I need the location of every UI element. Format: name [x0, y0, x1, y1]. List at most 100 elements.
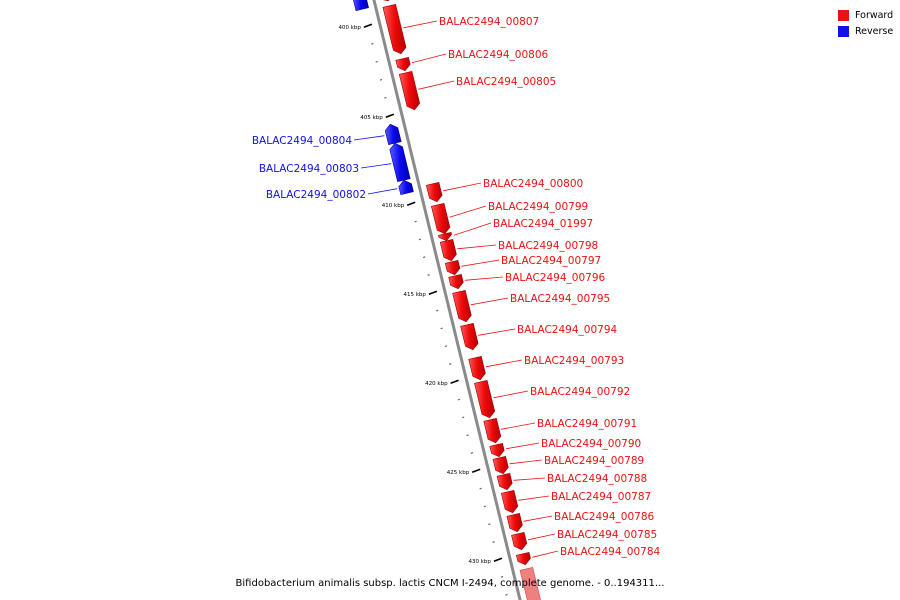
gene-BALAC2494_00799[interactable]	[431, 202, 451, 235]
gene-BALAC2494_00797[interactable]	[444, 259, 461, 276]
gene-BALAC2494_00804[interactable]	[384, 123, 402, 146]
gene-BALAC2494_00802[interactable]	[398, 179, 414, 196]
gene-label[interactable]: BALAC2494_00802	[266, 189, 366, 201]
gene-leader-line	[418, 80, 455, 90]
gene-BALAC2494_00790[interactable]	[489, 442, 505, 458]
gene-BALAC2494_00800[interactable]	[425, 181, 443, 203]
gene-label[interactable]: BALAC2494_00791	[537, 418, 637, 430]
gene-label[interactable]: BALAC2494_00804	[252, 135, 353, 147]
legend-forward: Forward	[838, 8, 893, 23]
gene-label[interactable]: BALAC2494_00785	[557, 529, 657, 541]
gene-leader-line	[478, 328, 516, 336]
gene-label[interactable]: BALAC2494_00790	[541, 438, 641, 450]
minor-tick	[470, 452, 474, 454]
gene-leader-line	[461, 259, 500, 267]
gene-leader-line	[523, 515, 553, 522]
gene-leader-line	[453, 222, 492, 236]
gene-label[interactable]: BALAC2494_00788	[547, 473, 647, 485]
gene-BALAC2494_00805[interactable]	[398, 70, 421, 111]
gene-BALAC2494_01997[interactable]	[438, 231, 452, 242]
gene-BALAC2494_00803[interactable]	[389, 142, 411, 183]
gene-leader-line	[443, 182, 482, 192]
gene-BALAC2494_00792[interactable]	[474, 379, 496, 419]
gene-label[interactable]: BALAC2494_00805	[456, 76, 556, 88]
minor-tick	[479, 487, 482, 490]
legend: Forward Reverse	[838, 8, 893, 40]
gene-label[interactable]: BALAC2494_00787	[551, 491, 651, 503]
gene-BALAC2494_00789[interactable]	[492, 455, 509, 475]
minor-tick	[461, 416, 465, 419]
gene-leader-line	[505, 442, 540, 450]
gene-leader-line	[360, 163, 392, 169]
gene-label[interactable]: BALAC2494_00803	[259, 163, 359, 175]
gene-label[interactable]: BALAC2494_00789	[544, 455, 644, 467]
major-tick	[493, 557, 503, 563]
gene-label[interactable]: BALAC2494_00798	[498, 240, 598, 252]
gene-BALAC2494_00807[interactable]	[382, 3, 407, 55]
minor-tick	[500, 575, 504, 578]
gene-label[interactable]: BALAC2494_00807	[439, 16, 539, 28]
minor-tick	[379, 78, 383, 81]
gene-leader-line	[532, 550, 559, 558]
minor-tick	[435, 309, 439, 312]
minor-tick	[427, 274, 430, 276]
gene-label[interactable]: BALAC2494_00796	[505, 272, 606, 284]
gene-leader-line	[470, 297, 509, 306]
reverse-swatch	[838, 26, 849, 37]
minor-tick	[488, 523, 491, 526]
gene-leader-line	[513, 477, 546, 481]
gene-label[interactable]: BALAC2494_00806	[448, 49, 549, 61]
gene-BALAC2494_00795[interactable]	[452, 289, 472, 323]
gene-BALAC2494_00798[interactable]	[439, 238, 457, 262]
gene-label[interactable]: BALAC2494_00799	[488, 201, 588, 213]
gene-BALAC2494_00796[interactable]	[448, 273, 464, 290]
gene-label[interactable]: BALAC2494_00795	[510, 293, 610, 305]
gene-label[interactable]: BALAC2494_00793	[524, 355, 624, 367]
minor-tick	[371, 42, 374, 45]
gene-label[interactable]: BALAC2494_00797	[501, 255, 601, 267]
gene-leader-line	[485, 359, 523, 368]
gene-BALAC2494_00784[interactable]	[516, 551, 531, 566]
minor-tick	[492, 541, 495, 543]
gene-BALAC2494_00788[interactable]	[496, 472, 513, 491]
gene-leader-line	[464, 276, 504, 281]
legend-reverse-label: Reverse	[855, 26, 894, 37]
gene-partial-bottom-forward[interactable]	[519, 566, 542, 600]
gene-BALAC2494_00793[interactable]	[468, 355, 486, 381]
gene-label[interactable]: BALAC2494_00786	[554, 511, 655, 523]
gene-leader-line	[411, 53, 447, 64]
gene-BALAC2494_00806[interactable]	[395, 56, 411, 72]
gene-BALAC2494_00791[interactable]	[483, 417, 502, 444]
gene-label[interactable]: BALAC2494_00784	[560, 546, 661, 558]
minor-tick	[444, 345, 448, 348]
gene-BALAC2494_00786[interactable]	[506, 512, 523, 533]
minor-tick	[448, 363, 452, 365]
gene-leader-line	[403, 20, 438, 29]
gene-label[interactable]: BALAC2494_01997	[493, 218, 593, 230]
gene-leader-line	[527, 533, 556, 541]
major-tick	[406, 201, 416, 207]
major-tick	[385, 113, 395, 119]
gene-BALAC2494_00785[interactable]	[511, 531, 528, 551]
tick-label: 405 kbp	[360, 115, 383, 121]
gene-partial-top-reverse[interactable]	[353, 0, 369, 12]
minor-tick	[466, 434, 469, 437]
major-tick	[428, 290, 438, 296]
tick-label: 430 kbp	[468, 559, 491, 565]
tick-label: 410 kbp	[382, 203, 405, 209]
gene-label[interactable]: BALAC2494_00794	[517, 324, 618, 336]
minor-tick	[384, 96, 387, 99]
gene-BALAC2494_00787[interactable]	[500, 489, 519, 514]
tick-label: 400 kbp	[338, 25, 361, 31]
minor-tick	[418, 238, 422, 241]
gene-BALAC2494_00794[interactable]	[460, 322, 479, 351]
gene-label[interactable]: BALAC2494_00792	[530, 386, 630, 398]
tick-label: 415 kbp	[403, 292, 426, 298]
legend-forward-label: Forward	[855, 10, 894, 21]
genome-caption: Bifidobacterium animalis subsp. lactis C…	[235, 578, 665, 589]
gene-partial-top-forward[interactable]	[379, 0, 394, 2]
gene-label[interactable]: BALAC2494_00800	[483, 178, 583, 190]
major-tick	[450, 379, 459, 385]
tick-label: 425 kbp	[447, 470, 470, 476]
